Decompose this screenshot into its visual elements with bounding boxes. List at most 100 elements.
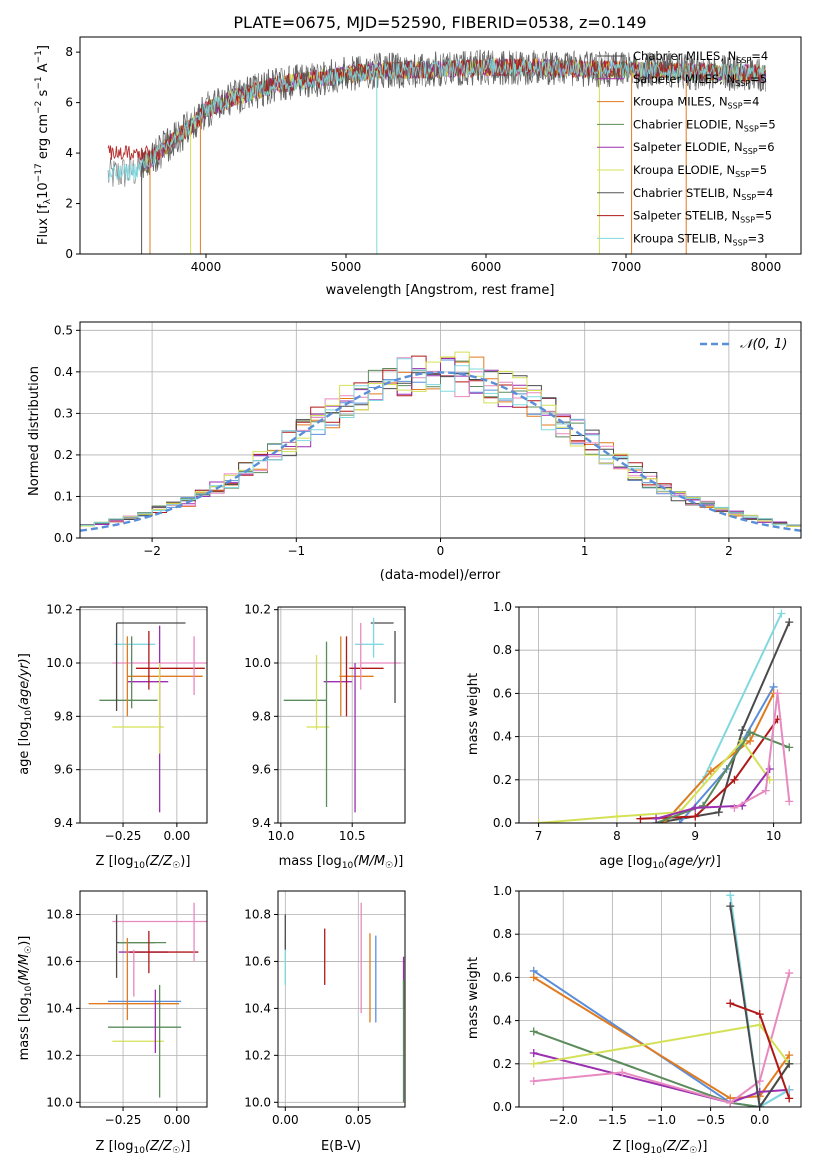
x-tick-label: 7 [535,829,543,843]
histogram-plot-area: −2 −1 0 1 2 0.0 0.1 0.2 0.3 0.4 0.5 [54,321,802,558]
weight-marker [785,743,794,752]
ma-xlabel: mass [log10(M/M☉)] [279,854,404,871]
y-tick-label: 0.6 [493,686,512,700]
x-tick-label: −0.5 [696,1113,725,1127]
y-tick-label: 1.0 [493,600,512,614]
mass-age-plot-area: 10.0 10.5 9.4 9.6 9.8 10.0 10.2 [244,603,406,843]
weight-marker [785,1051,794,1060]
legend-subscript: SSP [735,170,750,179]
legend-value: =4 [743,95,760,109]
age-weight-plot-area: 7 8 9 10 0.0 0.2 0.4 0.6 0.8 1.0 [493,600,802,843]
weight-marker [773,689,782,698]
x-tick-label: 0 [437,544,445,558]
legend-label: Salpeter ELODIE, NSSP=6 [633,140,775,156]
y-tick-label: 0.0 [493,816,512,830]
weight-marker [726,891,735,900]
x-tick-label: 10.5 [339,829,366,843]
weight-marker [730,775,739,784]
spectrum-ylabel: Flux [fλ10−17 erg cm−2 s−1 A−1] [34,45,53,245]
legend-subscript: SSP [728,102,743,111]
histogram-step [80,358,801,538]
y-tick-label: 10.6 [244,954,271,968]
y-tick-label: 9.6 [54,763,73,777]
weight-marker [529,1059,538,1068]
x-tick-label: 5000 [331,260,362,274]
y-tick-label: 0.8 [493,927,512,941]
axes-border [518,606,802,824]
y-tick-label: 0.2 [54,448,73,462]
plot-content [534,609,794,823]
y-tick-label: 0.4 [493,730,512,744]
y-tick-label: 0.2 [493,1057,512,1071]
x-tick-label: 0.00 [164,1113,191,1127]
x-tick-label: −0.25 [105,829,142,843]
x-tick-label: 4000 [191,260,222,274]
legend-value: =3 [748,231,765,245]
weight-line [733,693,791,809]
extinction-mass-plot-area: 0.00 0.05 10.0 10.2 10.4 10.6 10.8 [244,890,406,1127]
y-tick-label: 10.0 [244,1095,271,1109]
y-tick-label: 9.8 [252,709,271,723]
legend-value: =5 [750,163,767,177]
weight-marker [691,803,700,812]
y-tick-label: 0.0 [493,1100,512,1114]
weight-marker [755,1010,764,1019]
axes-frame: 4000 5000 6000 7000 8000 0 2 4 6 8 [65,36,802,274]
weight-marker [785,1094,794,1103]
weight-line [678,686,775,823]
weight-marker [691,812,700,821]
axes-frame: −0.25 0.00 10.0 10.2 10.4 10.6 10.8 [46,890,208,1127]
y-tick-label: 10.0 [244,656,271,670]
y-tick-label: 10.2 [244,1048,271,1062]
axes-border [79,36,802,255]
weight-marker [746,728,755,737]
metallicity-weight-plot-area: −2.0 −1.5 −1.0 −0.5 0.0 0.0 0.2 0.4 0.6 0.8 1.0 [493,884,802,1127]
x-tick-label: −1 [287,544,305,558]
weight-marker [652,814,661,823]
y-tick-label: 10.0 [46,1095,73,1109]
weight-marker [726,1098,735,1107]
axes-frame: 10.0 10.5 9.4 9.6 9.8 10.0 10.2 [244,603,406,843]
legend-subscript: SSP [733,238,748,247]
weight-line [655,768,771,820]
zw-xlabel: Z [log10(Z/Z☉)] [613,1139,708,1156]
legend-value: =4 [756,186,773,200]
legend-subscript: SSP [736,56,751,65]
metallicity-mass-plot-area: −0.25 0.00 10.0 10.2 10.4 10.6 10.8 [46,890,208,1127]
x-tick-label: 7000 [611,260,642,274]
axes-border [79,890,208,1108]
gaussian-legend-label: 𝒩(0, 1) [740,337,787,352]
axes-border [277,606,406,824]
weight-line [729,895,790,1107]
weight-marker [785,797,794,806]
zm-ylabel: mass [log10(M/M☉)] [17,936,34,1061]
weight-marker [761,786,770,795]
weight-marker [529,1049,538,1057]
histogram-xlabel: (data-model)/error [380,568,501,583]
y-tick-label: 1.0 [493,884,512,898]
legend-subscript: SSP [735,79,750,88]
age-weight-panel: 7 8 9 10 0.0 0.2 0.4 0.6 0.8 1.0 age [log10(age/y… [466,600,802,871]
spectrum-panel: PLATE=0675, MJD=52590, FIBERID=0538, z=0… [34,13,802,298]
weight-marker [785,1059,794,1068]
x-tick-label: 8 [613,829,621,843]
aw-xlabel: age [log10(age/yr)] [599,854,721,871]
x-tick-label: 8000 [751,260,782,274]
y-tick-label: 10.2 [46,1048,73,1062]
plot-content [283,617,401,813]
plot-content [80,351,801,538]
weight-line [655,731,790,823]
metallicity-mass-panel: −0.25 0.00 10.0 10.2 10.4 10.6 10.8 Z [log10(Z… [17,890,208,1156]
legend-label: Kroupa STELIB, NSSP=3 [633,231,764,247]
weight-marker [726,902,735,911]
legend-label: Salpeter STELIB, NSSP=5 [633,209,772,225]
metallicity-age-panel: −0.25 0.00 9.4 9.6 9.8 10.0 10.2 Z [log10(Z/Z☉… [17,603,208,871]
x-tick-label: 0.00 [272,1113,299,1127]
y-tick-label: 10.0 [46,656,73,670]
x-tick-label: 2 [725,544,733,558]
weight-marker [612,812,621,821]
legend-subscript: SSP [743,147,758,156]
y-tick-label: 0.4 [493,1014,512,1028]
plot-content [529,891,794,1107]
legend-value: =5 [755,209,772,223]
